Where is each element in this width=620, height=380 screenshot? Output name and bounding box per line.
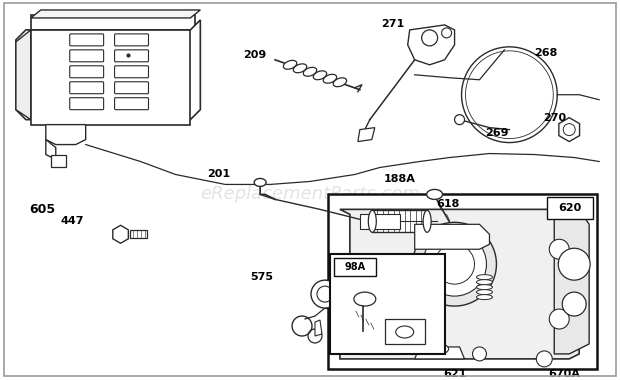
Polygon shape xyxy=(360,214,400,229)
FancyBboxPatch shape xyxy=(115,34,149,46)
Circle shape xyxy=(441,28,451,38)
Polygon shape xyxy=(340,209,579,359)
Text: 447: 447 xyxy=(61,216,84,226)
Polygon shape xyxy=(31,15,195,104)
Circle shape xyxy=(562,292,586,316)
Ellipse shape xyxy=(431,344,449,354)
Polygon shape xyxy=(358,128,375,142)
Polygon shape xyxy=(559,118,580,142)
Ellipse shape xyxy=(477,294,492,299)
Polygon shape xyxy=(415,347,464,359)
Circle shape xyxy=(536,351,552,367)
Text: 269: 269 xyxy=(485,128,508,138)
Ellipse shape xyxy=(303,67,317,76)
Ellipse shape xyxy=(283,60,297,69)
Text: 271: 271 xyxy=(381,19,404,29)
Text: 268: 268 xyxy=(534,48,558,58)
Bar xyxy=(328,195,597,369)
Circle shape xyxy=(423,232,487,296)
Circle shape xyxy=(413,222,497,306)
Bar xyxy=(330,254,445,354)
Text: 209: 209 xyxy=(244,50,267,60)
Polygon shape xyxy=(373,211,427,232)
Text: 270: 270 xyxy=(542,112,566,123)
Circle shape xyxy=(368,297,392,321)
Polygon shape xyxy=(315,320,322,336)
Text: 98A: 98A xyxy=(344,262,365,272)
Circle shape xyxy=(454,115,464,125)
FancyBboxPatch shape xyxy=(69,50,104,62)
Polygon shape xyxy=(46,139,56,160)
FancyBboxPatch shape xyxy=(115,50,149,62)
Text: 605: 605 xyxy=(30,203,56,216)
Ellipse shape xyxy=(477,275,492,280)
FancyBboxPatch shape xyxy=(69,66,104,78)
Ellipse shape xyxy=(423,211,431,232)
Polygon shape xyxy=(408,25,454,65)
FancyBboxPatch shape xyxy=(115,66,149,78)
Text: 621: 621 xyxy=(443,369,466,379)
Circle shape xyxy=(311,280,339,308)
Polygon shape xyxy=(113,225,128,243)
Text: 620: 620 xyxy=(559,203,582,213)
Ellipse shape xyxy=(323,74,337,83)
Text: 670A: 670A xyxy=(548,369,580,379)
Polygon shape xyxy=(31,10,200,18)
Circle shape xyxy=(435,244,474,284)
Text: 201: 201 xyxy=(206,169,230,179)
Polygon shape xyxy=(325,280,355,308)
Circle shape xyxy=(472,347,487,361)
Circle shape xyxy=(563,124,575,136)
Circle shape xyxy=(422,30,438,46)
Text: 618: 618 xyxy=(436,200,459,209)
Ellipse shape xyxy=(293,64,307,73)
Circle shape xyxy=(558,248,590,280)
FancyBboxPatch shape xyxy=(69,98,104,110)
Polygon shape xyxy=(51,155,66,168)
Ellipse shape xyxy=(477,290,492,294)
Ellipse shape xyxy=(254,179,266,187)
Circle shape xyxy=(549,309,569,329)
Text: 188A: 188A xyxy=(384,174,415,184)
Polygon shape xyxy=(31,30,190,125)
Polygon shape xyxy=(415,224,489,249)
Polygon shape xyxy=(554,209,589,354)
FancyBboxPatch shape xyxy=(69,34,104,46)
Circle shape xyxy=(549,239,569,259)
Polygon shape xyxy=(16,30,31,120)
Ellipse shape xyxy=(333,78,347,87)
FancyBboxPatch shape xyxy=(69,82,104,94)
Bar xyxy=(334,258,376,276)
Circle shape xyxy=(317,286,333,302)
FancyBboxPatch shape xyxy=(115,82,149,94)
Ellipse shape xyxy=(477,280,492,285)
Ellipse shape xyxy=(396,326,414,338)
Ellipse shape xyxy=(477,285,492,290)
Polygon shape xyxy=(46,125,86,144)
Polygon shape xyxy=(360,339,400,354)
Ellipse shape xyxy=(354,292,376,306)
Ellipse shape xyxy=(368,211,376,232)
Polygon shape xyxy=(385,319,425,344)
Bar xyxy=(547,197,593,219)
Polygon shape xyxy=(16,20,200,120)
FancyBboxPatch shape xyxy=(115,98,149,110)
Text: 575: 575 xyxy=(250,272,273,282)
Ellipse shape xyxy=(427,189,443,200)
Text: eReplacementParts.com: eReplacementParts.com xyxy=(200,185,420,203)
Polygon shape xyxy=(130,230,148,238)
Ellipse shape xyxy=(313,71,327,80)
